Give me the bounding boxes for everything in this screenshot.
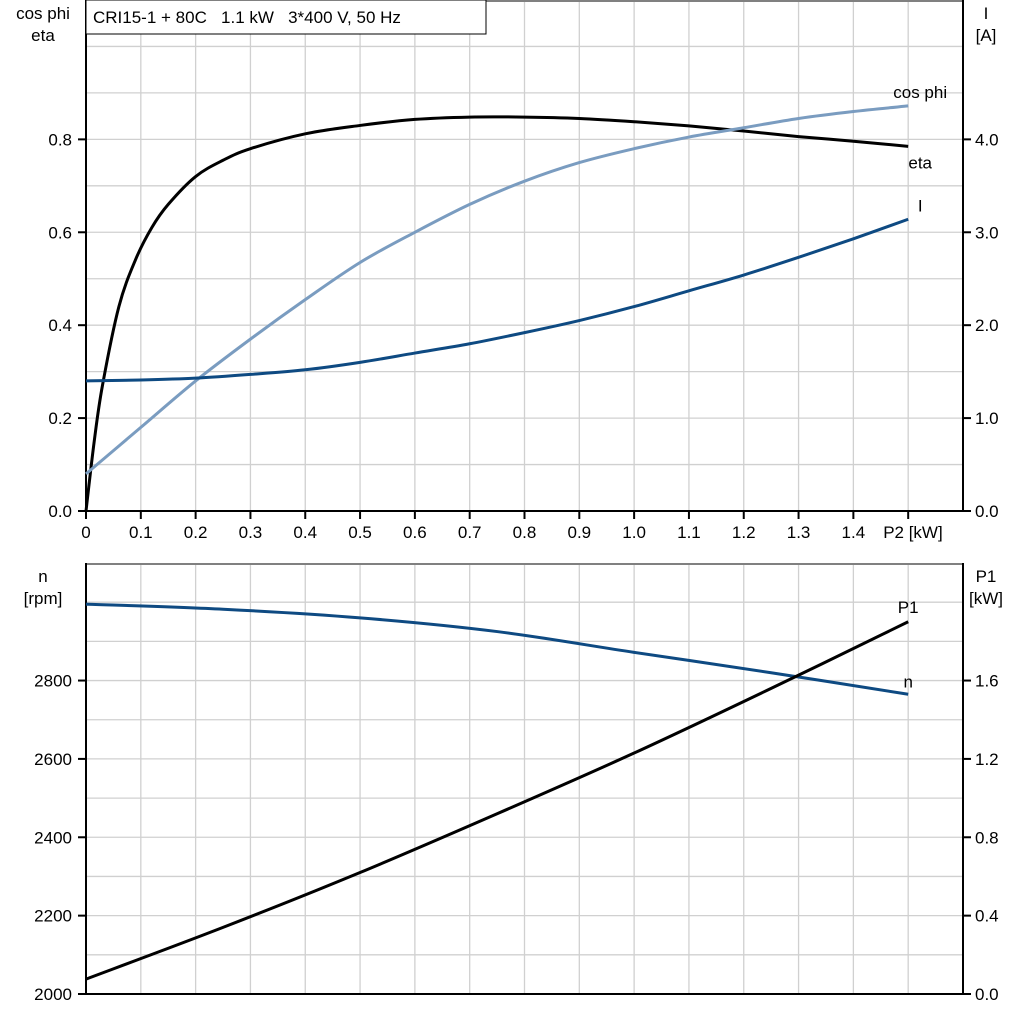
y-axis-label-right: [A]	[976, 26, 997, 45]
series-line-n	[85, 602, 909, 696]
y-axis-label-left: n	[38, 567, 47, 586]
y-tick-label-right: 1.6	[975, 672, 999, 691]
x-tick-label: 1.0	[622, 523, 646, 542]
series-line-i	[85, 217, 909, 383]
x-tick-label: 0.7	[458, 523, 482, 542]
x-tick-label: 0	[81, 523, 90, 542]
x-tick-label: 0.9	[567, 523, 591, 542]
y-tick-label-right: 0.4	[975, 907, 999, 926]
y-axis-label-left: [rpm]	[24, 589, 63, 608]
y-axis-label-right: [kW]	[969, 589, 1003, 608]
series-label-n: n	[903, 672, 912, 691]
y-tick-label-left: 2400	[34, 828, 72, 847]
x-tick-label: 1.3	[787, 523, 811, 542]
y-tick-label-left: 0.2	[48, 409, 72, 428]
y-tick-label-left: 2600	[34, 750, 72, 769]
x-tick-label: 1.1	[677, 523, 701, 542]
series-label-i: I	[918, 196, 923, 215]
title-box	[85, 0, 487, 35]
x-tick-label: 0.3	[239, 523, 263, 542]
x-tick-label: 0.1	[129, 523, 153, 542]
series-line-cos-phi	[85, 104, 909, 475]
y-axis-label-left: eta	[31, 26, 55, 45]
y-tick-label-left: 2000	[34, 985, 72, 1004]
x-tick-label: 0.8	[513, 523, 537, 542]
y-tick-label-right: 3.0	[975, 223, 999, 242]
y-tick-label-left: 0.6	[48, 223, 72, 242]
x-tick-label: 0.6	[403, 523, 427, 542]
x-tick-label: 0.2	[184, 523, 208, 542]
y-axis-label-left: cos phi	[16, 4, 70, 23]
y-tick-label-right: 0.0	[975, 985, 999, 1004]
chart-title: CRI15-1 + 80C 1.1 kW 3*400 V, 50 Hz	[93, 8, 401, 27]
series-label-cos-phi: cos phi	[893, 83, 947, 102]
y-tick-label-left: 2800	[34, 672, 72, 691]
x-tick-label: 0.4	[293, 523, 317, 542]
y-tick-label-left: 2200	[34, 907, 72, 926]
y-axis-label-right: P1	[976, 567, 997, 586]
panel-1: 0.0 0.2 0.4 0.6 0.8 0.0 1.0 2.0 3.0 4.0 cos phi eta…	[16, 0, 999, 542]
series-line-p1	[85, 620, 909, 981]
y-axis-label-right: I	[984, 4, 989, 23]
y-tick-label-right: 4.0	[975, 130, 999, 149]
y-tick-label-right: 2.0	[975, 316, 999, 335]
series-label-eta: eta	[908, 153, 932, 172]
y-tick-label-left: 0.4	[48, 316, 72, 335]
x-tick-label: 1.4	[842, 523, 866, 542]
y-tick-label-right: 1.2	[975, 750, 999, 769]
series-line-eta	[84, 115, 909, 512]
x-tick-label: 0.5	[348, 523, 372, 542]
y-tick-label-left: 0.0	[48, 502, 72, 521]
x-tick-label: P2 [kW]	[883, 523, 943, 542]
series-label-p1: P1	[898, 598, 919, 617]
panel-2: 2000 2200 2400 2600 2800 0.0 0.4 0.8 1.2 1.6 n [rpm…	[24, 563, 1003, 1004]
y-tick-label-right: 0.0	[975, 502, 999, 521]
y-tick-label-right: 1.0	[975, 409, 999, 428]
y-tick-label-left: 0.8	[48, 130, 72, 149]
x-tick-label: 1.2	[732, 523, 756, 542]
y-tick-label-right: 0.8	[975, 828, 999, 847]
